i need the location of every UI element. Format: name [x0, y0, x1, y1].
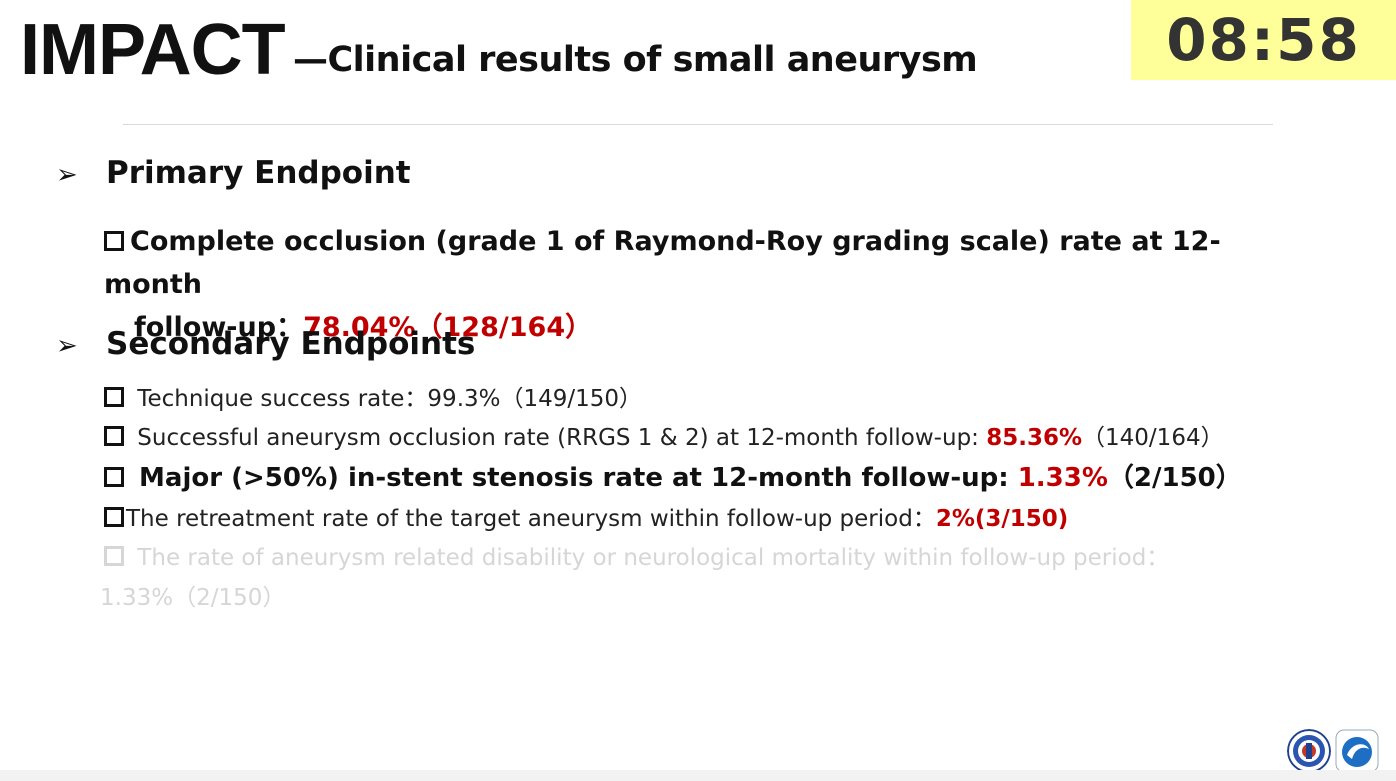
primary-heading-text: Primary Endpoint — [106, 155, 411, 191]
secondary-item-retreatment-rate: The retreatment rate of the target aneur… — [104, 504, 1068, 534]
title-divider — [123, 124, 1273, 125]
primary-item-text-line2: follow-up： — [134, 312, 304, 343]
secondary-item-disability-mortality: The rate of aneurysm related disability … — [104, 543, 1169, 573]
primary-item-text-line1: Complete occlusion (grade 1 of Raymond-R… — [104, 226, 1221, 300]
checkbox-icon — [104, 426, 124, 446]
secondary-item-technique-success: Technique success rate：99.3%（149/150） — [104, 384, 642, 414]
secondary-item-text: The rate of aneurysm related disability … — [130, 545, 1170, 571]
arrow-bullet-icon: ➢ — [56, 331, 78, 361]
primary-item-value: 78.04%（128/164） — [303, 312, 593, 343]
slide-subtitle: —Clinical results of small aneurysm — [293, 40, 978, 80]
checkbox-icon — [104, 507, 124, 527]
secondary-item-suffix: （140/164） — [1082, 425, 1224, 451]
secondary-item-value: 2%(3/150) — [935, 506, 1069, 532]
secondary-item-text: Technique success rate：99.3%（149/150） — [130, 386, 643, 412]
arrow-bullet-icon: ➢ — [56, 160, 78, 190]
checkbox-icon — [104, 387, 124, 407]
checkbox-icon — [104, 546, 124, 566]
primary-endpoint-item: Complete occlusion (grade 1 of Raymond-R… — [104, 220, 1304, 349]
checkbox-icon — [104, 467, 124, 487]
secondary-item-occlusion-rate: Successful aneurysm occlusion rate (RRGS… — [104, 423, 1224, 453]
primary-endpoint-heading: ➢ Primary Endpoint — [56, 153, 411, 195]
secondary-heading-text: Secondary Endpoints — [106, 326, 476, 362]
secondary-item-text: Successful aneurysm occlusion rate (RRGS… — [130, 425, 987, 451]
secondary-item-disability-mortality-value: 1.33%（2/150） — [100, 585, 286, 611]
secondary-item-stenosis-rate: Major (>50%) in-stent stenosis rate at 1… — [104, 463, 1242, 493]
secondary-item-suffix: （2/150） — [1107, 463, 1242, 493]
hospital-logo-icon — [1335, 729, 1379, 773]
secondary-item-text: Major (>50%) in-stent stenosis rate at 1… — [130, 463, 1018, 493]
timer-value: 08:58 — [1166, 6, 1361, 74]
secondary-endpoints-heading: ➢ Secondary Endpoints — [56, 324, 475, 366]
checkbox-icon — [104, 231, 124, 251]
secondary-item-text: The retreatment rate of the target aneur… — [126, 506, 936, 532]
university-seal-icon — [1287, 729, 1331, 773]
secondary-item-value: 1.33% — [1017, 463, 1108, 493]
countdown-timer: 08:58 — [1131, 0, 1396, 80]
secondary-item-value: 85.36% — [986, 425, 1083, 451]
footer-band — [0, 770, 1396, 781]
slide-title: IMPACT — [20, 10, 286, 90]
